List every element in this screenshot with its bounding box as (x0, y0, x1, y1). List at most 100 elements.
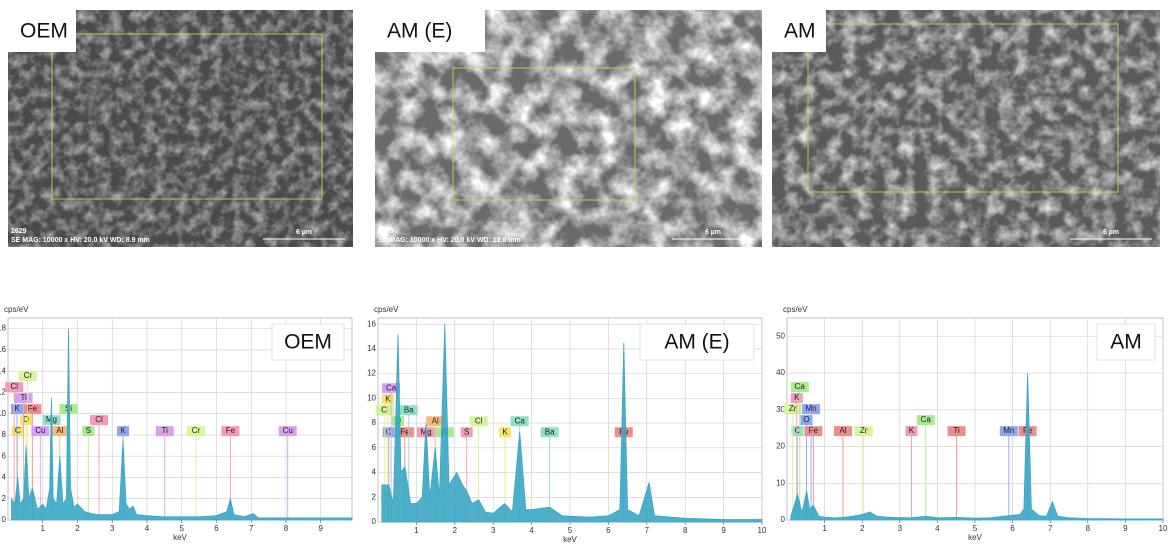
image-info: SE MAG: 10000 x HV: 20.0 kV WD: 8.9 mm (11, 237, 150, 244)
element-label: Ca (795, 382, 806, 391)
x-tick-label: 4 (145, 524, 150, 533)
y-tick-label: 6 (2, 451, 7, 460)
scale-label: 6 µm (1103, 229, 1119, 236)
element-label: Cu (283, 426, 293, 435)
x-tick-label: 3 (110, 524, 115, 533)
x-tick-label: 7 (249, 524, 254, 533)
y-tick-label: 10 (367, 393, 376, 402)
element-label: Al (432, 416, 439, 425)
x-tick-label: 2 (75, 524, 80, 533)
element-label: Fe (28, 404, 38, 413)
x-tick-label: 1 (822, 524, 827, 533)
element-label: Cl (10, 382, 18, 391)
figure: OEM2629SE MAG: 10000 x HV: 20.0 kV WD: 8… (0, 0, 1168, 544)
x-tick-label: 9 (1123, 524, 1128, 533)
element-label: K (385, 394, 391, 403)
element-label: Zr (860, 426, 868, 435)
scale-label: 6 µm (705, 229, 721, 236)
y-tick-label: 40 (776, 368, 785, 377)
element-label: Al (56, 426, 63, 435)
y-tick-label: 16 (0, 345, 7, 354)
element-label: Ba (404, 405, 414, 414)
image-id: 2373 (378, 228, 394, 235)
x-axis-label: keV (173, 533, 187, 542)
x-tick-label: 5 (568, 526, 573, 535)
y-tick-label: 10 (0, 409, 7, 418)
x-tick-label: 3 (898, 524, 903, 533)
x-tick-label: 9 (721, 526, 726, 535)
x-tick-label: 10 (758, 526, 767, 535)
y-tick-label: 0 (781, 515, 786, 524)
element-label: Ca (515, 416, 526, 425)
x-tick-label: 6 (1010, 524, 1015, 533)
x-tick-label: 4 (935, 524, 940, 533)
y-tick-label: 20 (776, 442, 785, 451)
y-tick-label: 8 (2, 430, 7, 439)
element-label: Fe (226, 426, 236, 435)
element-label: S (86, 426, 91, 435)
x-axis-label: keV (563, 535, 577, 544)
image-id: 2629 (11, 228, 27, 235)
x-tick-label: 9 (319, 524, 324, 533)
y-axis-label: cps/eV (4, 305, 29, 314)
x-tick-label: 7 (1048, 524, 1053, 533)
scale-label: 6 µm (296, 229, 312, 236)
element-label: K (909, 426, 915, 435)
y-tick-label: 50 (776, 331, 785, 340)
y-tick-label: 2 (2, 494, 7, 503)
element-label: Fe (809, 426, 819, 435)
element-label: Ba (545, 427, 555, 436)
chart-title: OEM (284, 331, 332, 354)
element-label: Ca (921, 415, 932, 424)
element-label: C (15, 426, 21, 435)
x-tick-label: 2 (453, 526, 458, 535)
y-tick-label: 4 (372, 468, 377, 477)
chart-title: AM (1110, 331, 1142, 354)
y-tick-label: 4 (2, 473, 7, 482)
x-tick-label: 6 (606, 526, 611, 535)
element-label: Zr (789, 404, 797, 413)
x-axis-label: keV (968, 533, 982, 542)
element-label: O (803, 415, 809, 424)
x-tick-label: 10 (1159, 524, 1168, 533)
sem-texture (772, 10, 1160, 247)
element-label: Mn (1003, 426, 1014, 435)
element-label: S (464, 427, 469, 436)
x-tick-label: 8 (1086, 524, 1091, 533)
x-tick-label: 7 (645, 526, 650, 535)
y-tick-label: 14 (0, 366, 7, 375)
element-label: K (120, 426, 126, 435)
x-tick-label: 1 (414, 526, 419, 535)
element-label: Mn (806, 404, 817, 413)
element-label: Ti (162, 426, 169, 435)
x-tick-label: 5 (973, 524, 978, 533)
x-tick-label: 3 (491, 526, 496, 535)
y-tick-label: 0 (372, 517, 377, 526)
y-tick-label: 12 (367, 369, 376, 378)
y-tick-label: 10 (776, 478, 785, 487)
x-tick-label: 1 (41, 524, 46, 533)
y-tick-label: 6 (372, 443, 377, 452)
image-info: SE MAG: 10000 x HV: 20.0 kV WD: 12.0 mm (378, 237, 521, 244)
x-tick-label: 6 (214, 524, 219, 533)
x-tick-label: 5 (180, 524, 185, 533)
element-label: Cl (475, 416, 483, 425)
chart-title: AM (E) (664, 331, 729, 354)
element-label: Cl (95, 415, 103, 424)
image-label: OEM (20, 20, 68, 43)
y-tick-label: 18 (0, 324, 7, 333)
element-label: Ti (20, 393, 27, 402)
image-label: AM (784, 20, 816, 43)
y-tick-label: 14 (367, 344, 376, 353)
element-label: K (14, 404, 20, 413)
image-label: AM (E) (387, 20, 452, 43)
y-tick-label: 2 (372, 492, 377, 501)
element-label: Cr (192, 426, 201, 435)
y-tick-label: 8 (372, 418, 377, 427)
x-tick-label: 4 (529, 526, 534, 535)
x-tick-label: 8 (284, 524, 289, 533)
element-label: Ti (953, 426, 960, 435)
y-tick-label: 0 (2, 515, 7, 524)
element-label: K (794, 393, 800, 402)
x-tick-label: 8 (683, 526, 688, 535)
